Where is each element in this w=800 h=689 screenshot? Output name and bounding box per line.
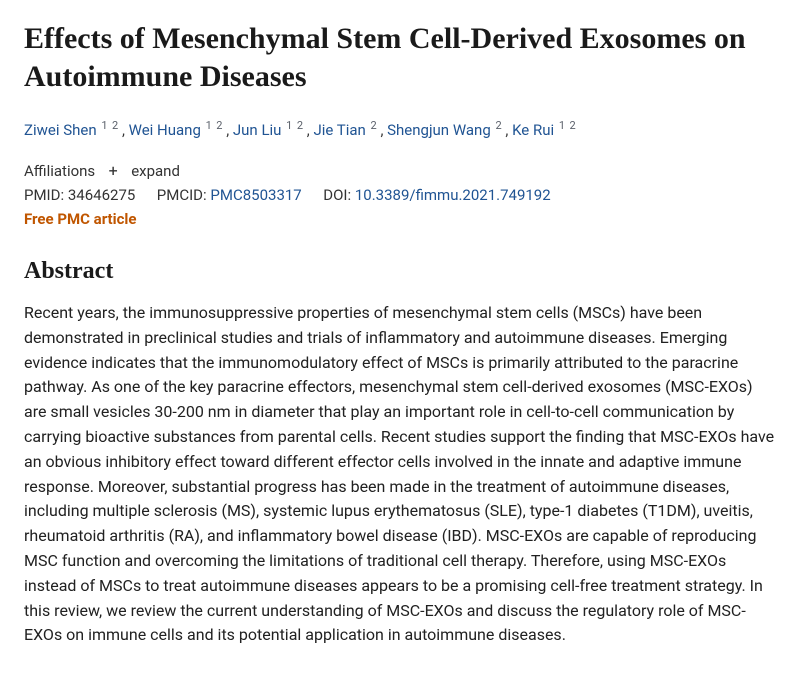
authors-list: Ziwei Shen 1 2 , Wei Huang 1 2 , Jun Liu…: [24, 117, 776, 142]
affiliations-label: Affiliations: [24, 162, 95, 180]
doi-link[interactable]: 10.3389/fimmu.2021.749192: [355, 186, 551, 204]
pmid-value: 34646275: [68, 186, 135, 204]
abstract-text: Recent years, the immunosuppressive prop…: [24, 301, 776, 648]
affiliations-row[interactable]: Affiliations + expand: [24, 162, 776, 180]
author-separator: ,: [303, 121, 313, 139]
author-affiliation-sup: 1 2: [556, 119, 576, 132]
author-separator: ,: [118, 121, 128, 139]
identifiers-row: PMID: 34646275 PMCID: PMC8503317 DOI: 10…: [24, 186, 776, 204]
plus-icon[interactable]: +: [105, 163, 121, 179]
abstract-heading: Abstract: [24, 258, 776, 285]
author-link[interactable]: Jun Liu: [233, 121, 282, 139]
author-link[interactable]: Shengjun Wang: [387, 121, 491, 139]
pmcid-link[interactable]: PMC8503317: [210, 186, 301, 204]
author-separator: ,: [222, 121, 232, 139]
free-pmc-badge: Free PMC article: [24, 210, 776, 228]
article-title: Effects of Mesenchymal Stem Cell-Derived…: [24, 20, 776, 95]
pmcid-label: PMCID:: [157, 186, 207, 204]
doi-label: DOI:: [323, 186, 351, 204]
author-link[interactable]: Wei Huang: [129, 121, 201, 139]
author-affiliation-sup: 1 2: [203, 119, 223, 132]
author-affiliation-sup: 1 2: [283, 119, 303, 132]
expand-label[interactable]: expand: [131, 162, 180, 180]
author-affiliation-sup: 2: [493, 119, 502, 132]
author-link[interactable]: Jie Tian: [313, 121, 365, 139]
author-separator: ,: [377, 121, 387, 139]
author-link[interactable]: Ke Rui: [512, 121, 554, 139]
author-affiliation-sup: 2: [368, 119, 377, 132]
pmid-label: PMID:: [24, 186, 64, 204]
author-affiliation-sup: 1 2: [99, 119, 119, 132]
author-separator: ,: [502, 121, 512, 139]
author-link[interactable]: Ziwei Shen: [24, 121, 97, 139]
